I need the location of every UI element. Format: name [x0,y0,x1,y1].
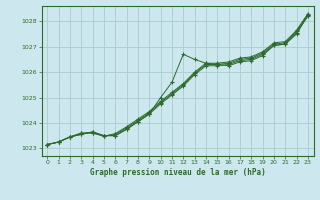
X-axis label: Graphe pression niveau de la mer (hPa): Graphe pression niveau de la mer (hPa) [90,168,266,177]
